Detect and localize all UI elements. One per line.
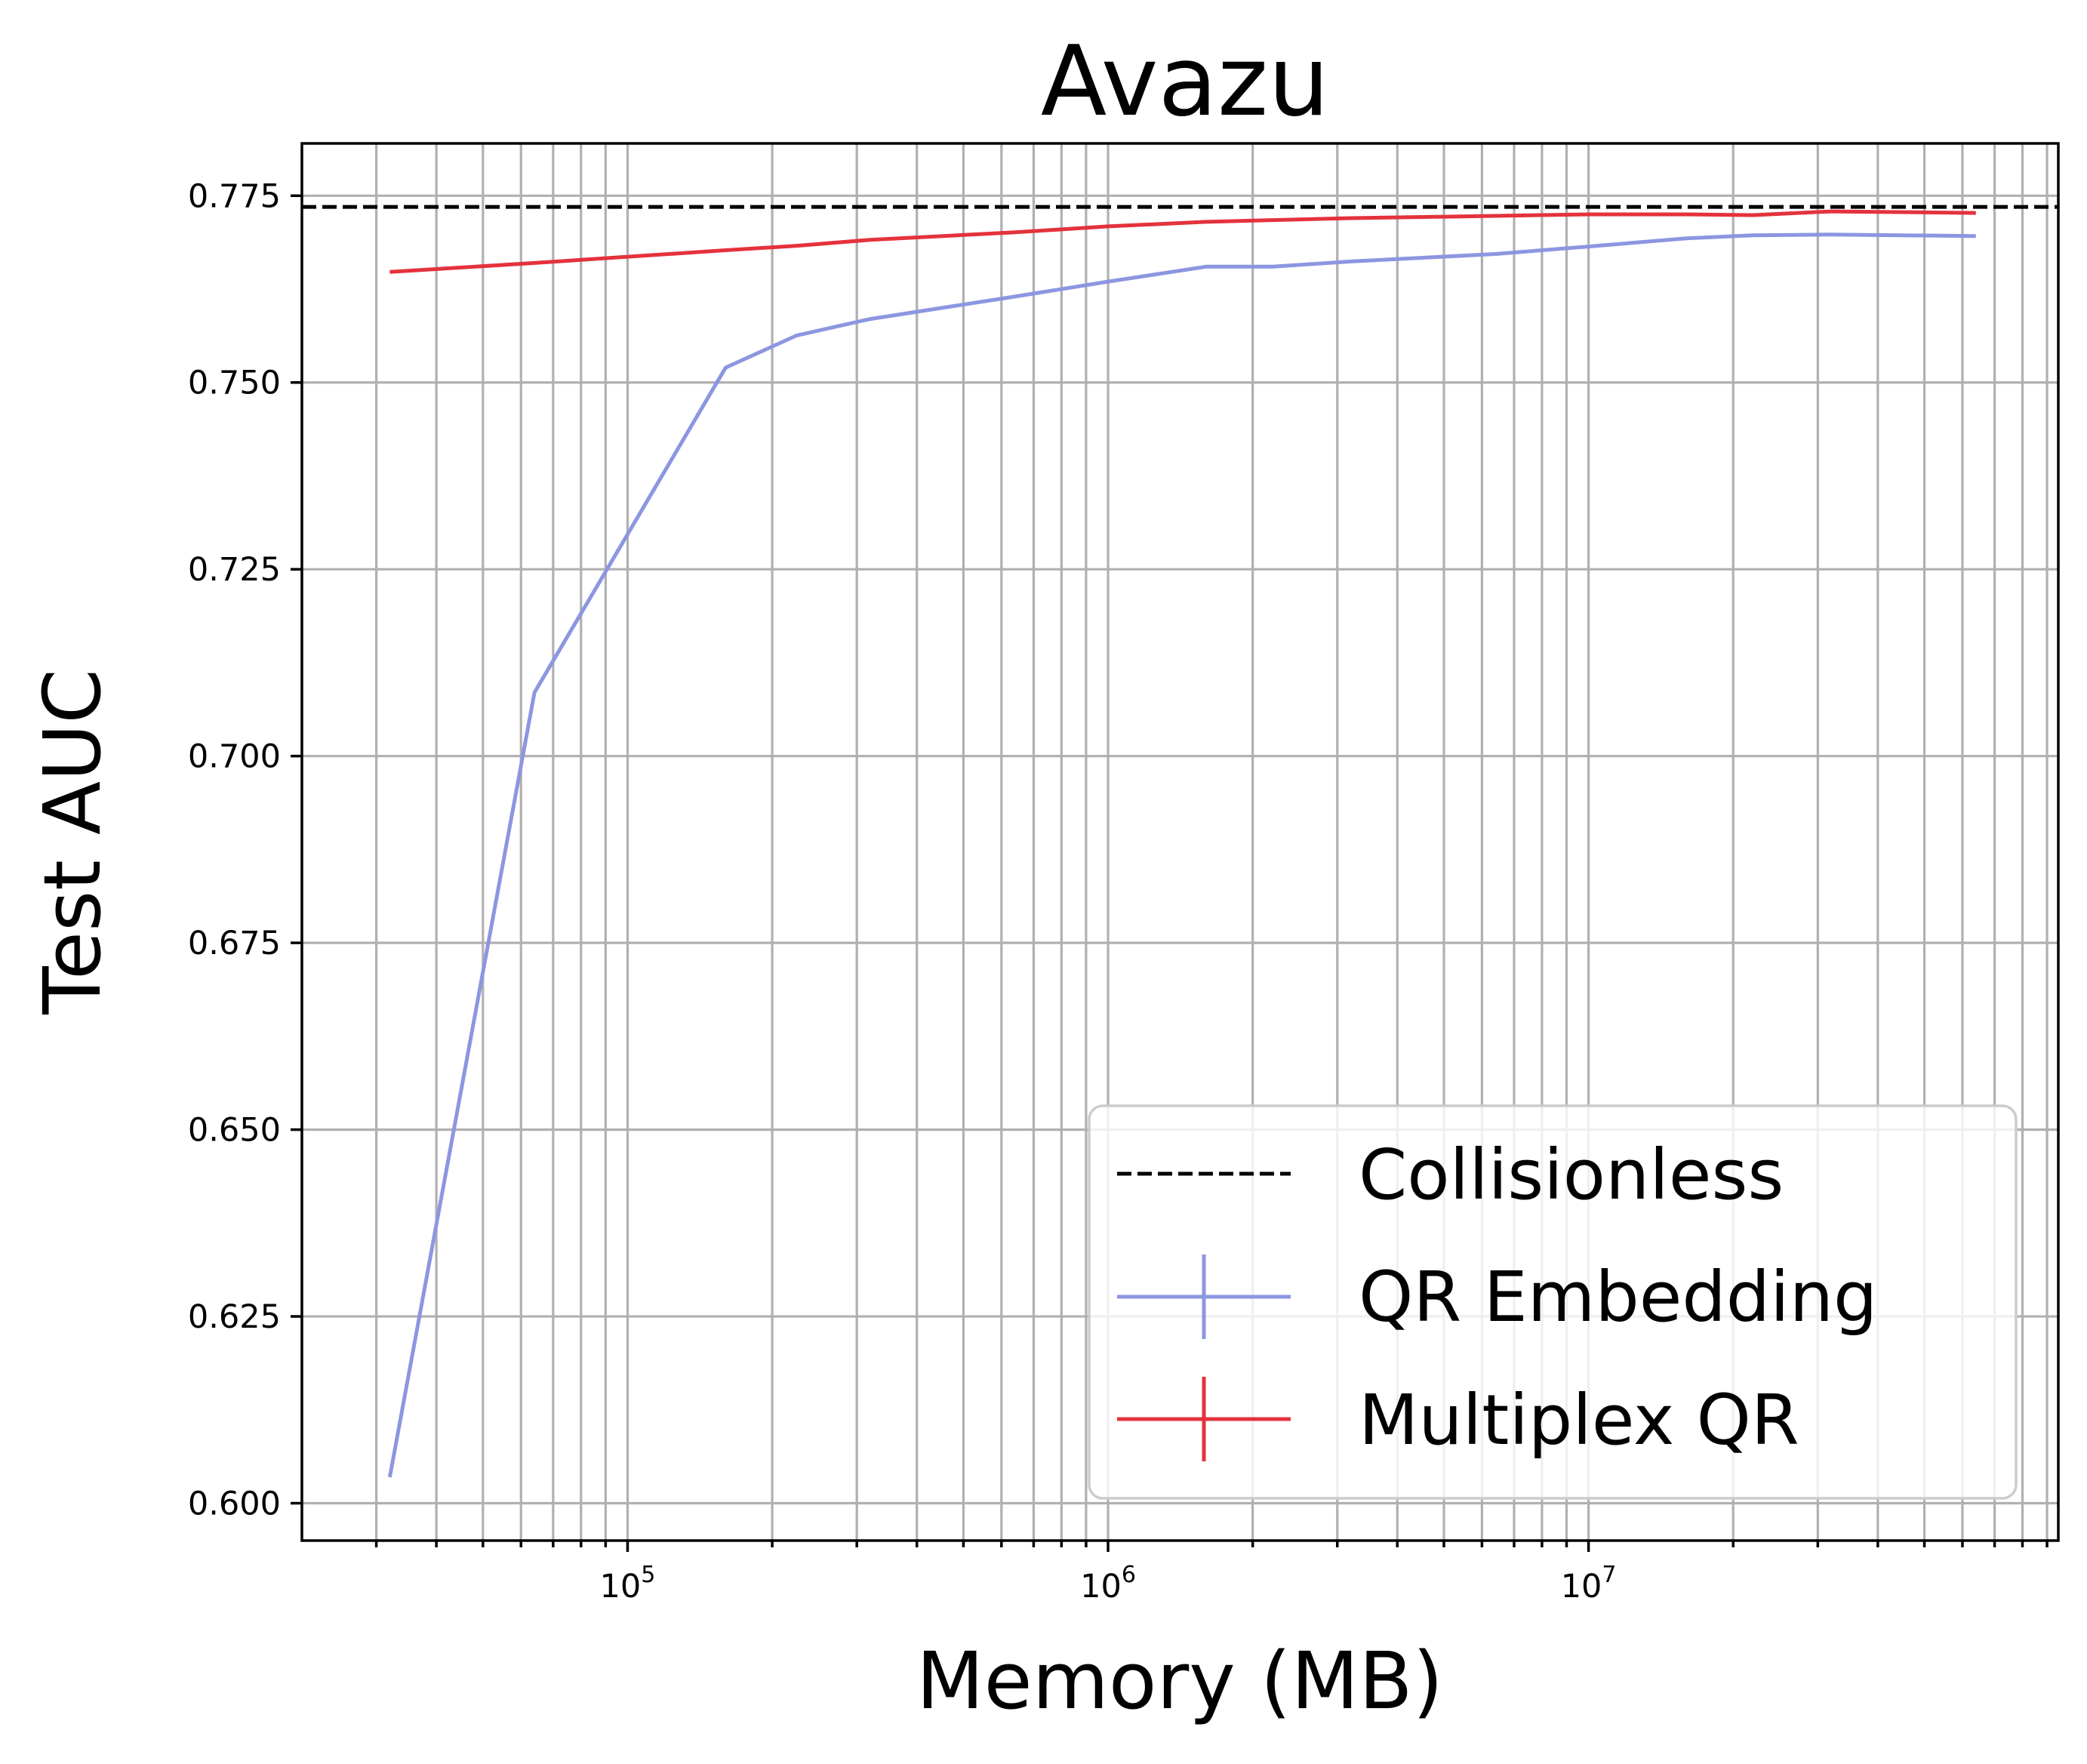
y-tick-label: 0.750 (188, 365, 281, 402)
series-line-qr-embedding (387, 232, 1976, 1478)
x-tick-label: 106 (1080, 1562, 1136, 1605)
legend-label-collisionless: Collisionless (1359, 1134, 1784, 1215)
legend-box (1088, 1104, 2018, 1500)
legend-label-multiplex-qr: Multiplex QR (1359, 1380, 1799, 1461)
plot-area-frame (300, 142, 2060, 1542)
x-tick-label: 105 (600, 1562, 656, 1605)
chart-title: Avazu (1041, 26, 1330, 138)
y-axis-label: Test AUC (26, 669, 119, 1015)
y-tick-label: 0.725 (188, 551, 281, 589)
series-line-multiplex-qr (389, 209, 1976, 274)
y-tick-label: 0.700 (188, 738, 281, 776)
x-tick-label: 107 (1561, 1562, 1617, 1605)
x-axis-label: Memory (MB) (916, 1635, 1443, 1727)
y-tick-label: 0.600 (188, 1485, 281, 1523)
y-tick-label: 0.650 (188, 1112, 281, 1150)
y-tick-label: 0.625 (188, 1298, 281, 1336)
axis-ticks: 105 106 107 0.600 0.625 0.650 0.675 0.700 0.725 0… (188, 177, 2049, 1605)
y-tick-label: 0.775 (188, 177, 281, 215)
legend-label-qr-embedding: QR Embedding (1359, 1257, 1877, 1338)
plot-series (302, 205, 2058, 1478)
legend: Collisionless QR Embedding Multiplex QR (1088, 1104, 2018, 1500)
y-tick-label: 0.675 (188, 925, 281, 962)
